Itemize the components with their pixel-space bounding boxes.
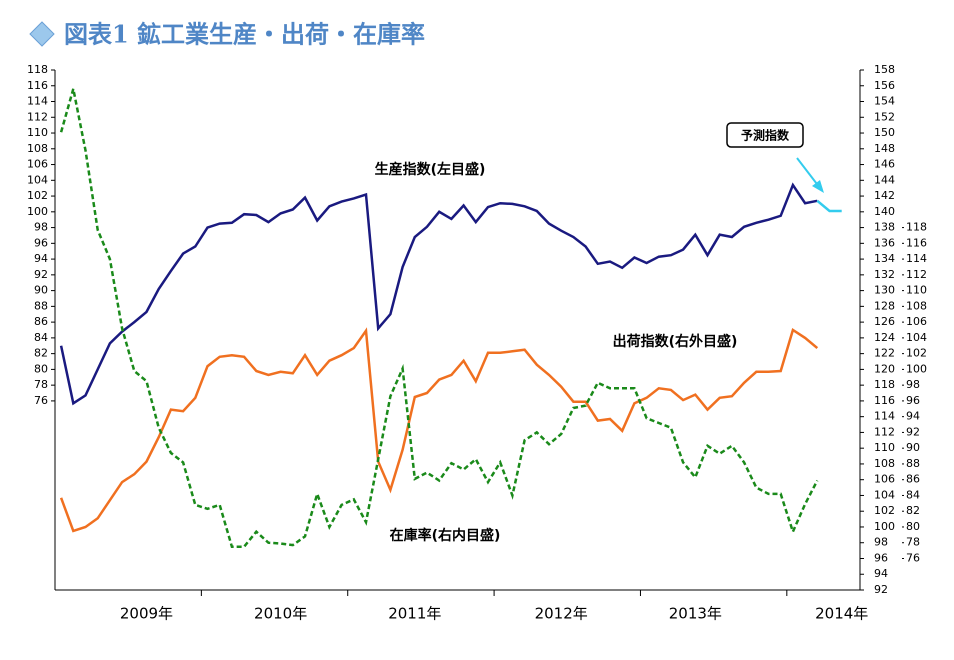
y3ticks-tick-label: 110 — [906, 284, 927, 297]
y2ticks-tick-label: 118 — [874, 378, 895, 391]
y3ticks-tick-label: 76 — [906, 551, 920, 564]
y2ticks-tick-label: 142 — [874, 189, 895, 202]
y2ticks-tick-label: 116 — [874, 394, 895, 407]
y2ticks-tick-label: 122 — [874, 347, 895, 360]
y2ticks-tick-label: 134 — [874, 252, 895, 265]
y3ticks-tick-label: 118 — [906, 221, 927, 234]
yticks-tick-label: 92 — [34, 268, 48, 281]
y3ticks-tick-label: 112 — [906, 268, 927, 281]
yticks-tick-label: 84 — [34, 331, 48, 344]
yticks-tick-label: 80 — [34, 362, 48, 375]
y2ticks-tick-label: 136 — [874, 236, 895, 249]
series-line — [59, 182, 818, 406]
yticks-tick-label: 102 — [27, 189, 48, 202]
series-label: 生産指数(左目盛) — [375, 161, 486, 178]
y2ticks-tick-label: 100 — [874, 520, 895, 533]
y2ticks-tick-label: 108 — [874, 457, 895, 470]
y3ticks-tick-label: 82 — [906, 504, 920, 517]
y2ticks-tick-label: 114 — [874, 410, 895, 423]
y3ticks-tick-label: 86 — [906, 473, 920, 486]
yticks-tick-label: 94 — [34, 252, 48, 265]
y2ticks-tick-label: 146 — [874, 158, 895, 171]
y2ticks-tick-label: 138 — [874, 221, 895, 234]
y2ticks-tick-label: 96 — [874, 551, 888, 564]
y3ticks-tick-label: 78 — [906, 536, 920, 549]
y2ticks-tick-label: 98 — [874, 536, 888, 549]
yticks-tick-label: 104 — [27, 173, 48, 186]
x-tick-label: 2013年 — [669, 605, 722, 623]
y3ticks-tick-label: 96 — [906, 394, 920, 407]
callout-arrowhead — [812, 180, 824, 193]
y2ticks-tick-label: 148 — [874, 142, 895, 155]
x-tick-label: 2011年 — [388, 605, 441, 623]
y3ticks-tick-label: 88 — [906, 457, 920, 470]
chart-title: 図表1 鉱工業生産・出荷・在庫率 — [64, 20, 425, 49]
yticks-tick-label: 110 — [27, 126, 48, 139]
y2ticks-tick-label: 128 — [874, 299, 895, 312]
series-label: 在庫率(右内目盛) — [390, 527, 501, 544]
y2ticks-tick-label: 94 — [874, 567, 888, 580]
y3ticks-tick-label: 106 — [906, 315, 927, 328]
x-tick-label: 2014年 — [815, 605, 868, 623]
yticks-tick-label: 88 — [34, 299, 48, 312]
y3ticks-tick-label: 92 — [906, 425, 920, 438]
yticks-tick-label: 106 — [27, 158, 48, 171]
y3ticks-tick-label: 98 — [906, 378, 920, 391]
yticks-tick-label: 96 — [34, 236, 48, 249]
yticks-tick-label: 108 — [27, 142, 48, 155]
y2ticks-tick-label: 102 — [874, 504, 895, 517]
callout-box — [726, 122, 804, 148]
y3ticks-tick-label: 108 — [906, 299, 927, 312]
y2ticks-tick-label: 120 — [874, 362, 895, 375]
x-tick-label: 2009年 — [120, 605, 173, 623]
y2ticks-tick-label: 140 — [874, 205, 895, 218]
y2ticks-tick-label: 158 — [874, 63, 895, 76]
yticks-tick-label: 76 — [34, 394, 48, 407]
yticks-tick-label: 100 — [27, 205, 48, 218]
y3ticks-tick-label: 90 — [906, 441, 920, 454]
y3ticks-tick-label: 114 — [906, 252, 927, 265]
yticks-tick-label: 78 — [34, 378, 48, 391]
y2ticks-tick-label: 92 — [874, 583, 888, 596]
yticks-tick-label: 98 — [34, 221, 48, 234]
yticks-tick-label: 90 — [34, 284, 48, 297]
y3ticks-tick-label: 84 — [906, 488, 920, 501]
y2ticks-tick-label: 110 — [874, 441, 895, 454]
x-tick-label: 2012年 — [535, 605, 588, 623]
y2ticks-tick-label: 152 — [874, 110, 895, 123]
series-line — [59, 88, 819, 548]
series-line — [816, 199, 842, 213]
yticks-tick-label: 118 — [27, 63, 48, 76]
y3ticks-tick-label: 94 — [906, 410, 920, 423]
y2ticks-tick-label: 130 — [874, 284, 895, 297]
x-tick-label: 2010年 — [254, 605, 307, 623]
yticks-tick-label: 116 — [27, 79, 48, 92]
y3ticks-tick-label: 80 — [906, 520, 920, 533]
y2ticks-tick-label: 126 — [874, 315, 895, 328]
yticks-tick-label: 82 — [34, 347, 48, 360]
title-icon — [29, 21, 55, 47]
yticks-tick-label: 112 — [27, 110, 48, 123]
y3ticks-tick-label: 102 — [906, 347, 927, 360]
y2ticks-tick-label: 106 — [874, 473, 895, 486]
y2ticks-tick-label: 156 — [874, 79, 895, 92]
y2ticks-tick-label: 154 — [874, 95, 895, 108]
yticks-tick-label: 86 — [34, 315, 48, 328]
y2ticks-tick-label: 150 — [874, 126, 895, 139]
y2ticks-tick-label: 104 — [874, 488, 895, 501]
y2ticks-tick-label: 124 — [874, 331, 895, 344]
callout-label: 予測指数 — [741, 128, 790, 143]
y3ticks-tick-label: 116 — [906, 236, 927, 249]
series-label: 出荷指数(右外目盛) — [613, 333, 738, 350]
y3ticks-tick-label: 100 — [906, 362, 927, 375]
y2ticks-tick-label: 132 — [874, 268, 895, 281]
y3ticks-tick-label: 104 — [906, 331, 927, 344]
yticks-tick-label: 114 — [27, 95, 48, 108]
y2ticks-tick-label: 112 — [874, 425, 895, 438]
y2ticks-tick-label: 144 — [874, 173, 895, 186]
series-line — [59, 327, 819, 533]
